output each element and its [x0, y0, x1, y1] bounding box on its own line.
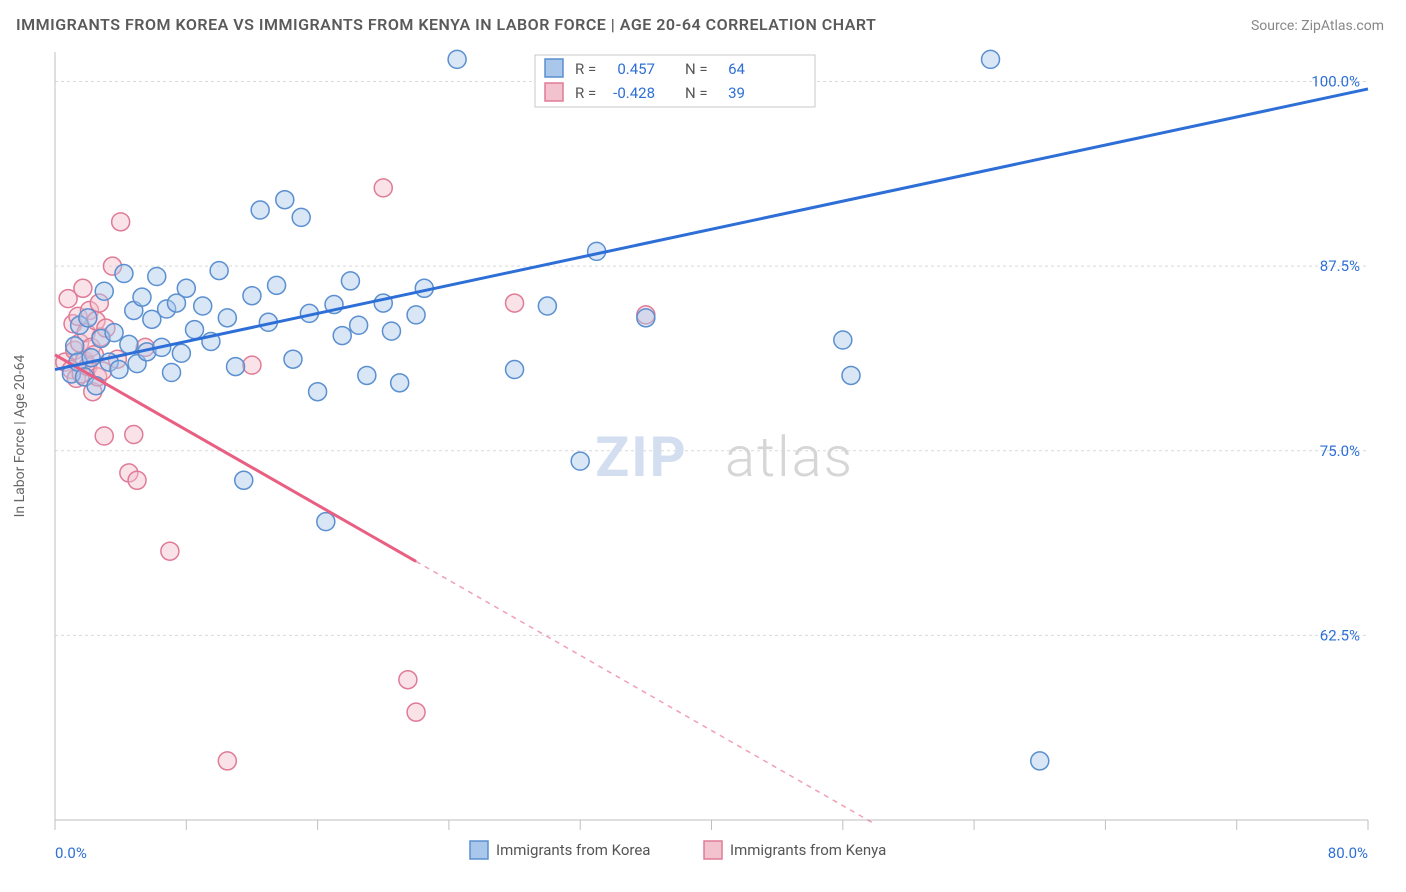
- korea-point: [333, 327, 351, 345]
- series-legend-label: Immigrants from Kenya: [730, 841, 886, 859]
- korea-point: [407, 306, 425, 324]
- kenya-point: [112, 213, 130, 231]
- kenya-point: [399, 671, 417, 689]
- korea-point: [448, 50, 466, 68]
- svg-text:ZIP: ZIP: [595, 424, 687, 490]
- legend-r-label: R =: [575, 60, 596, 78]
- kenya-point: [407, 703, 425, 721]
- korea-point: [571, 452, 589, 470]
- kenya-point: [95, 427, 113, 445]
- korea-point: [637, 309, 655, 327]
- y-axis-label: 62.5%: [1320, 626, 1360, 644]
- korea-point: [251, 201, 269, 219]
- korea-point: [982, 50, 1000, 68]
- series-legend-swatch: [470, 841, 488, 859]
- x-axis-max-label: 80.0%: [1328, 844, 1368, 862]
- kenya-trendline-extrapolated: [416, 561, 876, 824]
- korea-point: [350, 316, 368, 334]
- series-legend-label: Immigrants from Korea: [496, 841, 650, 859]
- korea-point: [276, 191, 294, 209]
- y-axis-label: 75.0%: [1320, 442, 1360, 460]
- korea-point: [382, 322, 400, 340]
- korea-point: [194, 297, 212, 315]
- correlation-chart: 62.5% 75.0% 87.5% 100.0% 0.0% 80.0% In Labor F…: [0, 0, 1406, 892]
- y-axis-label: 87.5%: [1320, 257, 1360, 275]
- korea-point: [292, 208, 310, 226]
- legend-r-value: 0.457: [617, 60, 655, 78]
- korea-point: [115, 265, 133, 283]
- legend-n-value: 64: [728, 60, 745, 78]
- korea-point: [172, 344, 190, 362]
- korea-point: [66, 337, 84, 355]
- legend-r-value: -0.428: [613, 84, 655, 102]
- kenya-point: [161, 542, 179, 560]
- x-axis-min-label: 0.0%: [55, 844, 87, 862]
- korea-point: [538, 297, 556, 315]
- korea-point: [391, 374, 409, 392]
- legend-r-label: R =: [575, 84, 596, 102]
- kenya-point: [243, 356, 261, 374]
- legend-n-value: 39: [728, 84, 745, 102]
- korea-point: [95, 282, 113, 300]
- korea-point: [110, 361, 128, 379]
- korea-point: [133, 288, 151, 306]
- kenya-point: [374, 179, 392, 197]
- korea-point: [148, 267, 166, 285]
- legend-swatch: [545, 59, 563, 77]
- korea-point: [506, 361, 524, 379]
- y-axis-title: In Labor Force | Age 20-64: [12, 354, 28, 517]
- kenya-trendline: [55, 355, 416, 562]
- korea-point: [317, 513, 335, 531]
- legend-swatch: [545, 83, 563, 101]
- korea-trendline: [55, 89, 1368, 370]
- korea-point: [105, 324, 123, 342]
- korea-point: [358, 366, 376, 384]
- korea-point: [120, 335, 138, 353]
- kenya-point: [128, 471, 146, 489]
- korea-point: [210, 262, 228, 280]
- kenya-point: [218, 752, 236, 770]
- korea-point: [284, 350, 302, 368]
- korea-point: [163, 363, 181, 381]
- korea-point: [834, 331, 852, 349]
- watermark: ZIP atlas: [595, 424, 854, 490]
- korea-point: [227, 358, 245, 376]
- kenya-point: [506, 294, 524, 312]
- korea-point: [243, 287, 261, 305]
- korea-point: [177, 279, 195, 297]
- korea-point: [309, 383, 327, 401]
- korea-point: [341, 272, 359, 290]
- korea-point: [186, 321, 204, 339]
- svg-text:atlas: atlas: [725, 424, 854, 490]
- legend-n-label: N =: [685, 60, 708, 78]
- korea-point: [79, 309, 97, 327]
- korea-point: [218, 309, 236, 327]
- y-axis-label: 100.0%: [1311, 73, 1360, 91]
- korea-point: [268, 276, 286, 294]
- korea-point: [842, 366, 860, 384]
- legend-n-label: N =: [685, 84, 708, 102]
- korea-point: [235, 471, 253, 489]
- korea-point: [1031, 752, 1049, 770]
- kenya-point: [74, 279, 92, 297]
- series-legend-swatch: [704, 841, 722, 859]
- kenya-point: [125, 426, 143, 444]
